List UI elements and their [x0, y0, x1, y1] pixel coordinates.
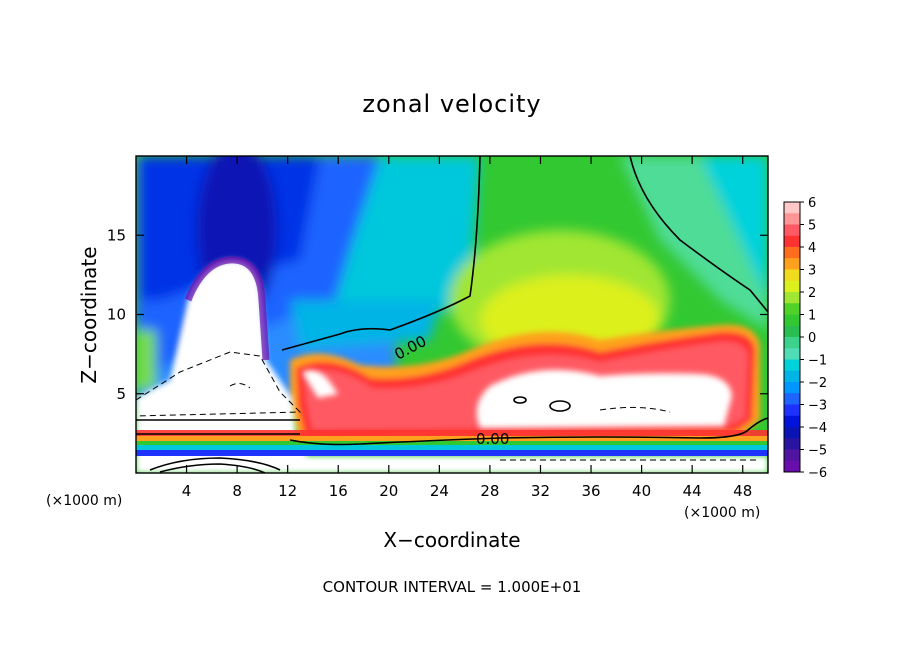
- heatmap-field: [136, 156, 768, 473]
- x-tick-label: 24: [430, 482, 449, 500]
- colorbar-tick-label: −1: [808, 354, 827, 369]
- x-axis-label: X−coordinate: [383, 528, 520, 552]
- y-tick-label: 5: [116, 385, 126, 403]
- colorbar-swatch: [784, 427, 800, 439]
- colorbar-swatch: [784, 348, 800, 360]
- colorbar-tick-label: 4: [808, 241, 816, 256]
- contour-interval-note: CONTOUR INTERVAL = 1.000E+01: [323, 578, 582, 596]
- y-axis-unit: (×1000 m): [46, 493, 122, 509]
- y-axis-label: Z−coordinate: [77, 246, 101, 383]
- x-tick-label: 40: [632, 482, 651, 500]
- x-tick-label: 44: [683, 482, 702, 500]
- contour-label: 0.00: [476, 430, 509, 448]
- colorbar-swatch: [784, 382, 800, 394]
- colorbar-swatch: [784, 415, 800, 428]
- y-axis: 5 10 15: [107, 226, 768, 403]
- colorbar-swatch: [784, 404, 800, 417]
- x-tick-label: 36: [581, 482, 600, 500]
- colorbar-tick-label: −4: [808, 421, 827, 436]
- x-axis-unit: (×1000 m): [684, 505, 760, 521]
- colorbar-tick-label: −5: [808, 444, 827, 459]
- colorbar-tick-label: 0: [808, 331, 816, 346]
- colorbar-swatch: [784, 303, 800, 315]
- colorbar-swatch: [784, 393, 800, 405]
- colorbar-swatch: [784, 359, 800, 372]
- colorbar-swatch: [784, 213, 800, 225]
- y-tick-label: 10: [107, 306, 126, 324]
- colorbar-tick-label: −6: [808, 466, 827, 481]
- colorbar-swatch: [784, 292, 800, 304]
- colorbar-tick-label: 2: [808, 286, 816, 301]
- colorbar-swatch: [784, 202, 800, 214]
- colorbar-swatch: [784, 460, 800, 473]
- x-tick-label: 32: [531, 482, 550, 500]
- colorbar-swatch: [784, 224, 800, 237]
- x-tick-label: 48: [733, 482, 752, 500]
- colorbar-tick-label: −2: [808, 376, 827, 391]
- x-tick-label: 20: [379, 482, 398, 500]
- x-tick-label: 4: [182, 482, 192, 500]
- x-tick-label: 8: [232, 482, 242, 500]
- colorbar-swatch: [784, 370, 800, 383]
- colorbar-swatch: [784, 280, 800, 293]
- colorbar-tick-label: 6: [808, 196, 816, 211]
- colorbar: 6 5 4 3 2 1 0 −1 −2 −3 −4 −5 −6: [783, 196, 827, 481]
- x-axis: 4 8 12 16 20 24 28 32 36 40 44 48: [182, 156, 752, 500]
- y-tick-label: 15: [107, 226, 126, 244]
- region-bottom-jet: [136, 430, 768, 456]
- x-tick-label: 16: [329, 482, 348, 500]
- colorbar-swatch: [784, 438, 800, 450]
- colorbar-tick-label: −3: [808, 399, 827, 414]
- colorbar-swatch: [784, 325, 800, 338]
- colorbar-tick-label: 5: [808, 219, 816, 234]
- colorbar-swatch: [784, 314, 800, 327]
- chart-title: zonal velocity: [362, 90, 541, 118]
- colorbar-swatch: [784, 247, 800, 259]
- colorbar-swatch: [784, 269, 800, 282]
- colorbar-swatch: [784, 449, 800, 462]
- x-tick-label: 12: [278, 482, 297, 500]
- colorbar-tick-label: 1: [808, 309, 816, 324]
- contour-lines: [136, 156, 768, 473]
- colorbar-swatch: [784, 337, 800, 349]
- colorbar-swatch: [784, 258, 800, 270]
- colorbar-tick-label: 3: [808, 264, 816, 279]
- x-tick-label: 28: [480, 482, 499, 500]
- colorbar-swatch: [784, 235, 800, 248]
